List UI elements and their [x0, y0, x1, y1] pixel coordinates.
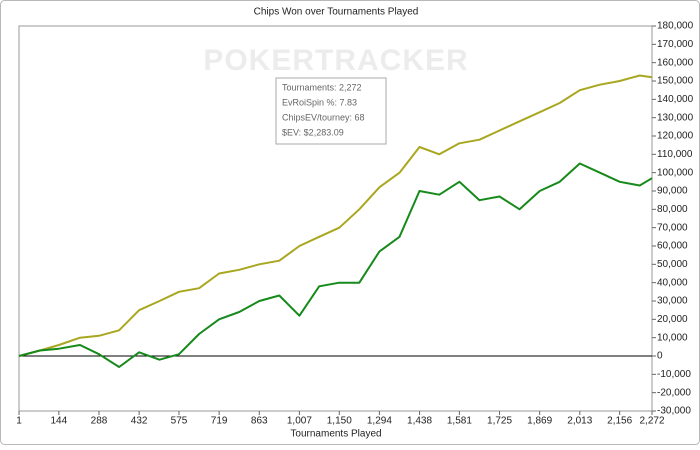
series-line [18, 74, 653, 357]
series-line [18, 162, 653, 368]
x-tick-label: 1 [16, 416, 22, 427]
y-tick-label: 0 [657, 351, 663, 362]
y-tick-label: -20,000 [657, 387, 691, 398]
y-tick-label: 70,000 [657, 222, 688, 233]
y-tick-label: 40,000 [657, 277, 688, 288]
y-tick-label: 180,000 [657, 21, 694, 32]
x-tick-label: 144 [51, 416, 68, 427]
x-tick-label: 432 [131, 416, 148, 427]
x-tick-label: 1,725 [487, 416, 512, 427]
tooltip-line: ChipsEV/tourney: 68 [282, 112, 365, 122]
x-tick-label: 1,150 [327, 416, 352, 427]
x-tick-label: 2,013 [567, 416, 592, 427]
y-tick-label: 100,000 [657, 167, 694, 178]
y-tick-label: 160,000 [657, 57, 694, 68]
x-tick-label: 719 [211, 416, 228, 427]
x-tick-label: 1,294 [367, 416, 392, 427]
x-tick-label: 288 [91, 416, 108, 427]
y-tick-label: 140,000 [657, 94, 694, 105]
x-axis-label: Tournaments Played [290, 429, 381, 440]
x-tick-label: 1,581 [447, 416, 472, 427]
x-tick-label: 2,272 [639, 416, 664, 427]
y-tick-label: 20,000 [657, 314, 688, 325]
tooltip-box [275, 77, 387, 145]
x-tick-label: 863 [251, 416, 268, 427]
watermark: POKERTRACKER [203, 44, 468, 77]
y-tick-label: 30,000 [657, 296, 688, 307]
y-tick-label: 170,000 [657, 39, 694, 50]
y-tick-label: 10,000 [657, 332, 688, 343]
x-tick-label: 575 [171, 416, 188, 427]
tooltip-line: Tournaments: 2,272 [282, 82, 362, 92]
x-tick-label: 1,438 [407, 416, 432, 427]
y-tick-label: 120,000 [657, 131, 694, 142]
x-tick-label: 1,869 [527, 416, 552, 427]
y-tick-label: 150,000 [657, 76, 694, 87]
x-tick-label: 2,156 [607, 416, 632, 427]
y-tick-label: 90,000 [657, 186, 688, 197]
y-tick-label: 50,000 [657, 259, 688, 270]
tooltip-line: EvRoiSpin %: 7.83 [282, 97, 357, 107]
tooltip-line: $EV: $2,283.09 [282, 127, 344, 137]
tooltip: Tournaments: 2,272 EvRoiSpin %: 7.83 Chips… [275, 77, 387, 145]
y-tick-label: 130,000 [657, 112, 694, 123]
y-tick-label: 80,000 [657, 204, 688, 215]
y-tick-label: -10,000 [657, 369, 691, 380]
x-tick-label: 1,007 [287, 416, 312, 427]
y-tick-label: -30,000 [657, 406, 691, 417]
chart-title: Chips Won over Tournaments Played [254, 7, 419, 18]
y-tick-label: 60,000 [657, 241, 688, 252]
y-tick-label: 110,000 [657, 149, 693, 160]
